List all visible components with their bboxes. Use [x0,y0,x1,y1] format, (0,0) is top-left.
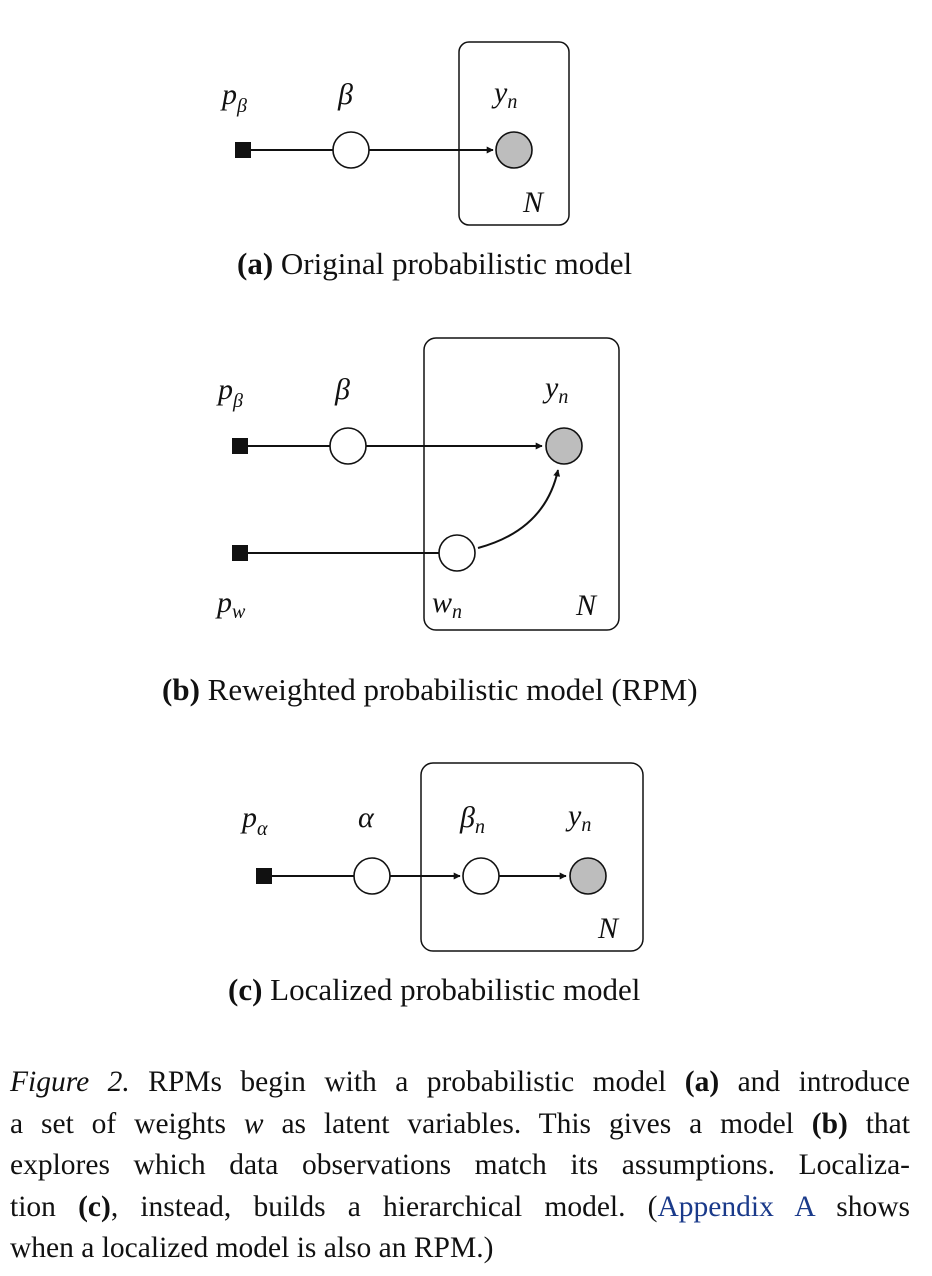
prior-factor-b [232,438,248,454]
caption-a: (a) Original probabilistic model [237,246,632,282]
edge-w-y-b [477,469,561,549]
caption-c-tag: (c) [228,972,263,1007]
node-w-b [438,534,476,572]
node-alpha-c [353,857,391,895]
appendix-a-link[interactable]: Appendix A [657,1190,815,1223]
label-y-n-c: yn [565,799,591,836]
caption-b-abbrev: RPM [621,672,688,707]
plate-label-c: N [597,912,620,945]
node-beta-b [329,427,367,465]
node-y-c [569,857,607,895]
prior-factor-a [235,142,251,158]
label-p-alpha-c: pα [240,801,268,840]
plate-b [423,337,620,631]
label-beta-b: β [334,373,350,406]
prior-factor-c [256,868,272,884]
figure-caption-line-4: tion (c), instead, builds a hierarchical… [10,1190,910,1223]
panel-c-diagram: pα α βn yn N [240,762,644,952]
label-p-beta-a: pβ [220,78,247,117]
figure-caption-line-5: when a localized model is also an RPM.) [10,1232,494,1264]
plate-a [458,41,570,226]
figure-label: Figure 2. [10,1066,130,1098]
caption-b: (b) Reweighted probabilistic model (RPM) [162,672,698,708]
caption-b-text: Reweighted probabilistic model ( [207,672,622,707]
label-p-beta-b: pβ [216,373,243,412]
weight-prior-factor-b [232,545,248,561]
node-y-b [545,427,583,465]
label-y-n-a: yn [491,76,517,113]
figure-caption-line-1: Figure 2. RPMs begin with a probabilisti… [10,1066,910,1098]
label-beta-n-c: βn [459,801,485,838]
figure-caption-line-2: a set of weights w as latent variables. … [10,1107,910,1140]
label-alpha-c: α [358,801,375,834]
node-beta-n-c [462,857,500,895]
label-y-n-b: yn [542,371,568,408]
figure-caption: Figure 2. RPMs begin with a probabilisti… [10,1062,910,1270]
caption-c-text: Localized probabilistic model [270,972,641,1007]
label-p-w-b: pw [215,586,246,623]
graphical-models-diagram: pβ β yn N pβ β yn pw wn N pα α βn yn [215,41,644,952]
panel-b-diagram: pβ β yn pw wn N [215,337,620,631]
plate-c [420,762,644,952]
caption-a-tag: (a) [237,246,274,281]
node-y-a [495,131,533,169]
caption-a-text: Original probabilistic model [280,246,633,281]
plate-label-b: N [575,589,598,622]
label-beta-a: β [337,78,353,111]
caption-c: (c) Localized probabilistic model [228,972,640,1008]
node-beta-a [332,131,370,169]
label-w-n-b: wn [432,586,462,623]
caption-b-close: ) [687,672,698,707]
plate-label-a: N [522,186,545,219]
figure-caption-line-3: explores which data observations match i… [10,1149,910,1181]
panel-a-diagram: pβ β yn N [220,41,570,226]
caption-b-tag: (b) [162,672,200,707]
